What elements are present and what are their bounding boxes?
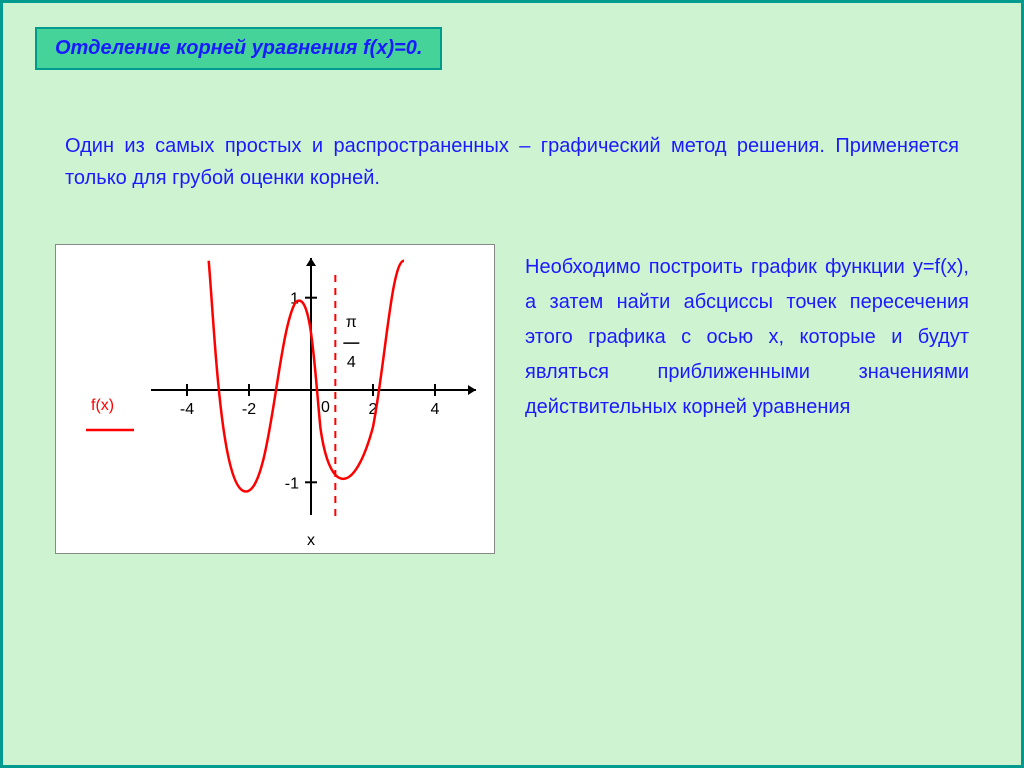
svg-text:4: 4 <box>431 401 440 418</box>
page-title: Отделение корней уравнения f(x)=0. <box>55 37 422 59</box>
svg-text:f(x): f(x) <box>91 397 114 414</box>
intro-paragraph: Один из самых простых и распространенных… <box>65 130 959 194</box>
description-paragraph: Необходимо построить график функции y=f(… <box>525 244 969 554</box>
svg-text:4: 4 <box>347 354 356 371</box>
content-row: -4-2240-11xπ4f(x) Необходимо построить г… <box>55 244 969 554</box>
chart-container: -4-2240-11xπ4f(x) <box>55 244 495 554</box>
svg-text:0: 0 <box>321 399 330 416</box>
svg-text:-1: -1 <box>285 475 299 492</box>
svg-text:x: x <box>307 532 315 549</box>
title-box: Отделение корней уравнения f(x)=0. <box>35 27 442 70</box>
function-chart: -4-2240-11xπ4f(x) <box>56 245 496 555</box>
svg-text:π: π <box>346 314 357 331</box>
svg-text:-4: -4 <box>180 401 194 418</box>
svg-text:-2: -2 <box>242 401 256 418</box>
